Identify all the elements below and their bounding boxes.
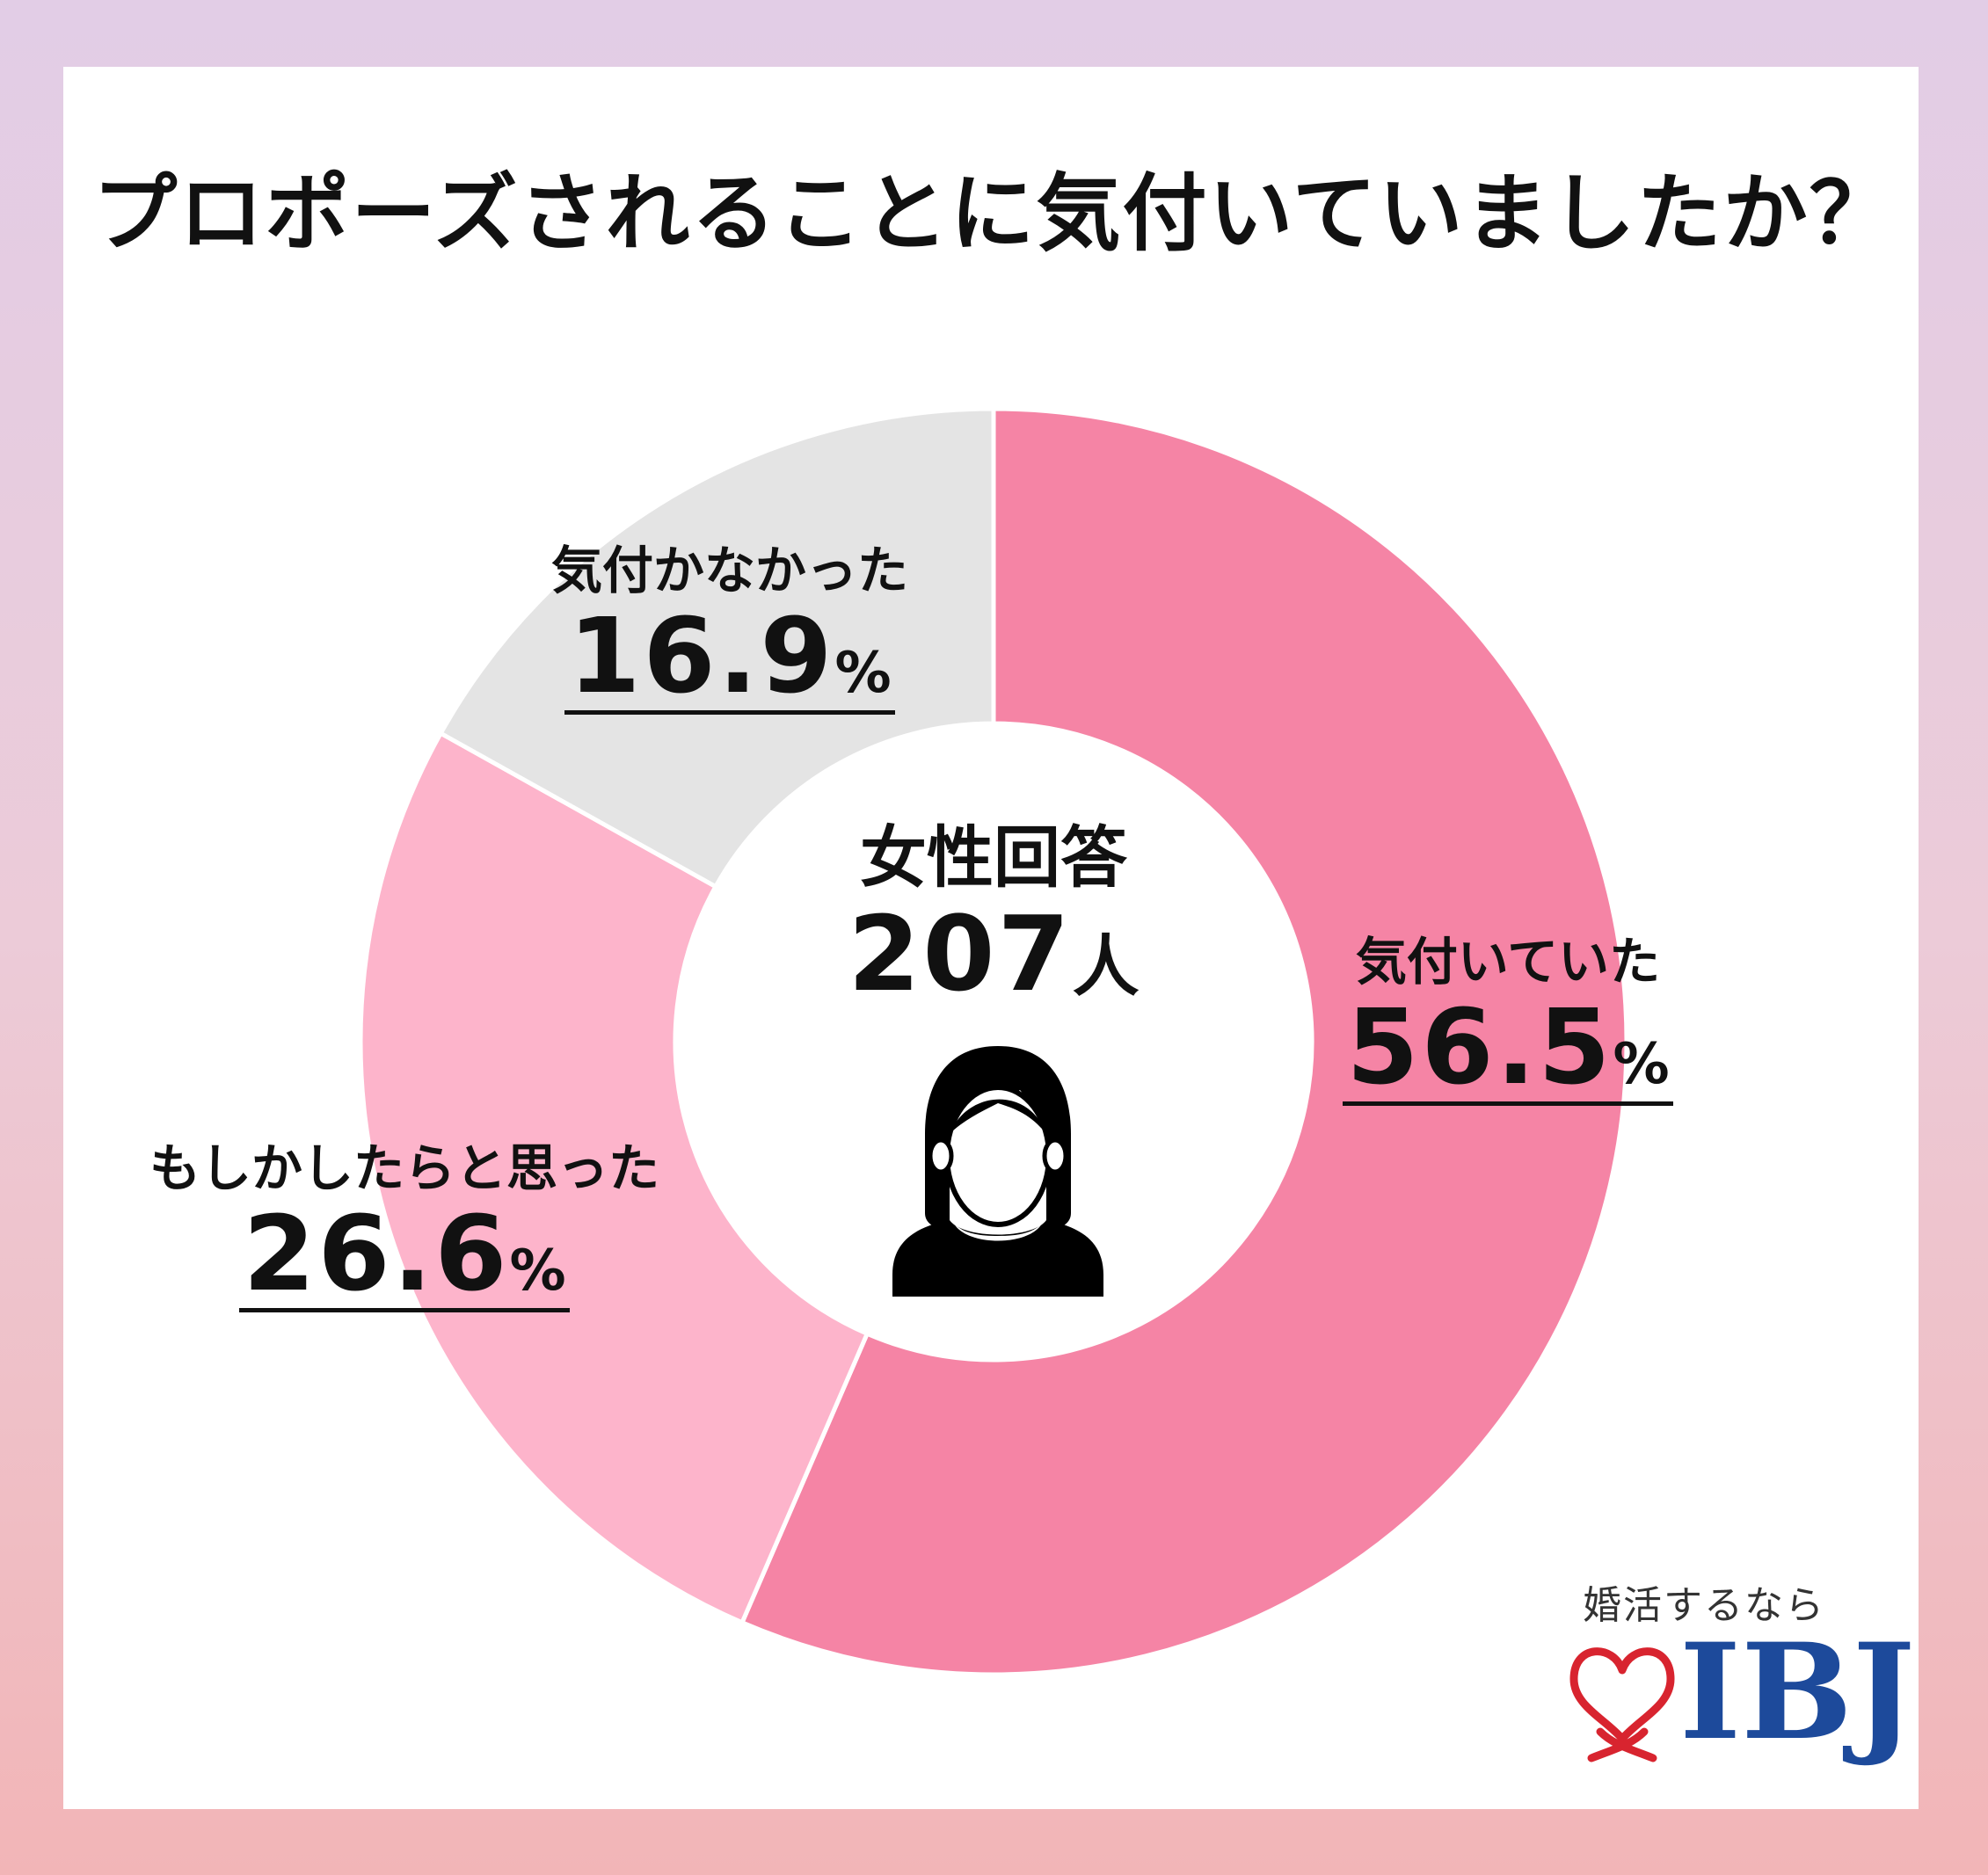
slice-label-noticed: 気付いていた 56.5% — [1314, 932, 1701, 1107]
slice-name: 気付かなかった — [550, 541, 908, 600]
slice-name: 気付いていた — [1355, 932, 1661, 992]
logo-brand: IBJ — [1679, 1615, 1915, 1770]
heart-ribbon-icon — [1569, 1647, 1675, 1762]
slice-name: もしかしたらと思った — [149, 1138, 659, 1198]
slice-label-maybe: もしかしたらと思った 26.6% — [123, 1138, 686, 1313]
respondent-count: 207人 — [848, 893, 1140, 1015]
woman-silhouette-icon — [892, 1046, 1103, 1297]
slice-percent: 56.5% — [1343, 992, 1673, 1107]
chart-title: プロポーズされることに気付いていましたか？ — [92, 164, 1896, 263]
center-summary: 女性回答 207人 — [818, 818, 1169, 1012]
slice-label-not-noticed: 気付かなかった 16.9% — [519, 541, 941, 716]
ibj-logo: 婚活するなら IBJ — [1547, 1573, 1915, 1793]
slice-percent: 16.9% — [564, 601, 895, 716]
slice-not-noticed — [437, 406, 996, 890]
respondent-label: 女性回答 — [860, 818, 1127, 897]
logo-tagline: 婚活するなら — [1583, 1583, 1825, 1628]
slice-percent: 26.6% — [239, 1199, 570, 1313]
slice-noticed — [739, 406, 1629, 1677]
slice-maybe — [358, 730, 870, 1626]
